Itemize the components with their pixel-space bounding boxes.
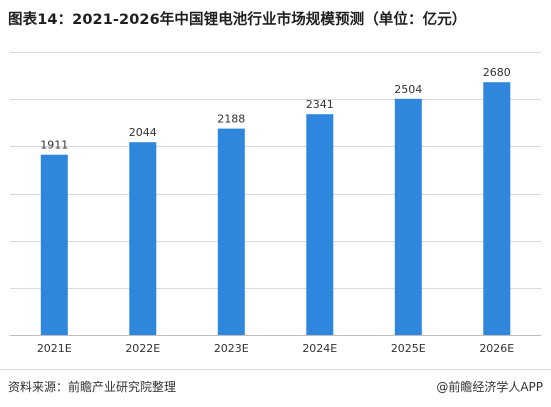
- bar-2024E: [306, 114, 334, 335]
- gridlines: [10, 52, 541, 289]
- chart-title: 图表14：2021-2026年中国锂电池行业市场规模预测（单位：亿元）: [8, 12, 467, 28]
- x-tick-label-2026E: 2026E: [479, 342, 514, 355]
- x-tick-label-2024E: 2024E: [302, 342, 337, 355]
- footer-divider: [0, 369, 551, 370]
- data-label-2021E: 1911: [40, 139, 68, 152]
- bar-2023E: [217, 128, 245, 335]
- data-label-2026E: 2680: [483, 66, 511, 79]
- x-axis: 2021E 2022E 2023E 2024E 2025E 2026E: [10, 335, 541, 355]
- data-label-2022E: 2044: [129, 126, 157, 139]
- x-tick-label-2023E: 2023E: [214, 342, 249, 355]
- brand-credit: @前瞻经济学人APP: [436, 380, 543, 394]
- x-tick-label-2025E: 2025E: [391, 342, 426, 355]
- data-label-2023E: 2188: [217, 113, 245, 126]
- data-label-2025E: 2504: [394, 83, 422, 96]
- bar-2026E: [483, 82, 511, 335]
- data-labels: 1911 2044 2188 2341 2504 2680: [40, 66, 511, 152]
- x-tick-label-2021E: 2021E: [37, 342, 72, 355]
- bars: [40, 82, 511, 335]
- bar-2022E: [129, 142, 157, 335]
- bar-2021E: [40, 154, 68, 335]
- source-note: 资料来源：前瞻产业研究院整理: [8, 380, 177, 394]
- bar-2025E: [394, 98, 422, 335]
- bar-chart: 1911 2044 2188 2341 2504 2680 2021E 2022E 2023E…: [10, 52, 541, 355]
- x-tick-label-2022E: 2022E: [125, 342, 160, 355]
- data-label-2024E: 2341: [306, 98, 334, 111]
